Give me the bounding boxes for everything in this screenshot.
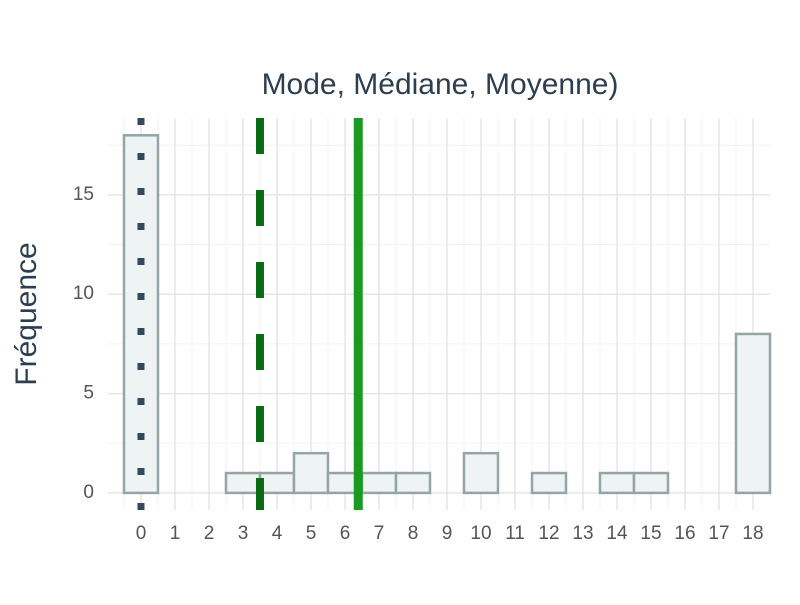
x-tick-label: 6 — [340, 523, 351, 544]
bar — [360, 471, 398, 495]
x-tick-label: 14 — [606, 523, 628, 544]
x-tick-label: 0 — [136, 523, 147, 544]
x-tick-label: 2 — [204, 523, 215, 544]
bar — [258, 471, 296, 495]
bar — [394, 471, 432, 495]
x-tick-label: 5 — [306, 523, 317, 544]
x-tick-label: 18 — [742, 523, 763, 544]
bar — [632, 471, 670, 495]
bar — [292, 451, 330, 495]
y-tick-label: 10 — [73, 283, 94, 304]
y-tick-label: 5 — [83, 383, 94, 404]
y-tick-label: 0 — [83, 482, 94, 503]
x-tick-label: 17 — [708, 523, 729, 544]
x-tick-label: 11 — [505, 523, 525, 544]
x-tick-label: 13 — [572, 523, 593, 544]
x-tick-label: 10 — [470, 523, 491, 544]
x-tick-label: 15 — [640, 523, 661, 544]
bar — [598, 471, 636, 495]
y-axis-label: Fréquence — [10, 242, 43, 385]
x-tick-label: 4 — [272, 523, 283, 544]
bar — [734, 332, 772, 495]
x-tick-label: 7 — [374, 523, 385, 544]
bar — [224, 471, 262, 495]
x-tick-label: 16 — [674, 523, 695, 544]
x-tick-label: 8 — [408, 523, 419, 544]
y-tick-label: 15 — [73, 184, 94, 205]
x-tick-label: 12 — [538, 523, 559, 544]
bar — [530, 471, 568, 495]
bar — [462, 451, 500, 495]
x-tick-label: 3 — [238, 523, 249, 544]
x-tick-label: 9 — [442, 523, 453, 544]
x-tick-label: 1 — [170, 523, 181, 544]
chart-title: Mode, Médiane, Moyenne) — [262, 68, 619, 101]
